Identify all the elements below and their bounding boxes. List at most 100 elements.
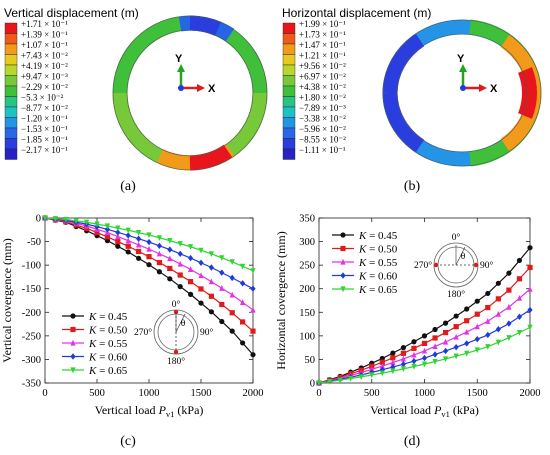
inset-label: θ xyxy=(181,319,186,329)
y-tick-label: -150 xyxy=(22,284,41,295)
data-point xyxy=(229,274,235,282)
legend-swatch-b xyxy=(282,64,296,76)
data-point xyxy=(73,218,79,225)
data-point xyxy=(219,301,225,308)
axis-label-x-b: X xyxy=(490,83,498,95)
data-point xyxy=(167,276,173,282)
legend-level-a: −8.77 × 10⁻² xyxy=(21,103,68,113)
x-tick-label: 1000 xyxy=(414,388,435,399)
legend-level-a: +4.19 × 10⁻² xyxy=(21,61,68,71)
data-point xyxy=(432,351,438,358)
data-point xyxy=(250,268,256,274)
data-point xyxy=(453,333,459,340)
inset-ring-diagram: 0° 90° 180° 270° θ xyxy=(414,232,494,300)
data-point xyxy=(84,219,90,226)
data-point xyxy=(115,243,121,249)
data-point xyxy=(390,363,396,371)
data-point xyxy=(453,313,459,319)
data-point xyxy=(369,366,375,372)
inset-label: 90° xyxy=(480,260,494,271)
data-point xyxy=(453,353,459,360)
data-point xyxy=(411,339,417,345)
legend-swatch-b xyxy=(282,43,296,55)
y-tick-label: 350 xyxy=(299,214,315,225)
data-point xyxy=(208,293,214,299)
color-legend-b: +1.99 × 10⁻¹+1.73 × 10⁻¹+1.47 × 10⁻¹+1.2… xyxy=(282,19,346,160)
data-point xyxy=(340,245,346,252)
data-point xyxy=(198,286,204,292)
data-point xyxy=(411,351,417,358)
y-tick-label: 0 xyxy=(310,379,315,390)
data-point xyxy=(198,272,204,279)
data-point xyxy=(240,340,246,346)
legend-level-a: +1.07 × 10⁻¹ xyxy=(21,40,68,50)
data-point xyxy=(63,216,69,223)
x-tick-label: 0 xyxy=(42,388,47,399)
data-point xyxy=(495,310,501,317)
legend-level-a: −2.29 × 10⁻² xyxy=(21,82,68,92)
axis-label-y-a: Y xyxy=(175,53,183,65)
legend-level-a: −2.17 × 10⁻¹ xyxy=(21,145,68,155)
legend-label: K = 0.45 xyxy=(88,311,128,323)
axis-triad-a: Y X xyxy=(175,53,216,95)
data-point xyxy=(250,328,256,334)
data-point xyxy=(411,345,417,351)
data-point xyxy=(516,313,523,320)
data-point xyxy=(167,255,173,262)
y-tick-label: -250 xyxy=(22,331,41,342)
data-point xyxy=(177,283,183,290)
y-tick-label: -300 xyxy=(22,355,41,366)
legend-level-b: −8.55 × 10⁻² xyxy=(299,135,346,145)
inset-label: 180° xyxy=(167,356,185,367)
data-point xyxy=(506,287,512,293)
legend-swatch-b xyxy=(282,138,296,150)
inset-ring-diagram: 0° 90° 180° 270° θ xyxy=(134,299,214,367)
data-point xyxy=(219,285,225,291)
data-point xyxy=(146,245,152,252)
data-point xyxy=(156,250,162,257)
legend-swatch-b xyxy=(282,148,296,160)
data-point xyxy=(421,340,428,346)
legend-swatch-b xyxy=(282,96,296,108)
data-point xyxy=(379,370,385,377)
legend-label: K = 0.65 xyxy=(88,365,128,377)
legend-level-a: +1.71 × 10⁻¹ xyxy=(21,19,68,29)
legend-label: K = 0.55 xyxy=(88,338,128,350)
data-point xyxy=(400,345,406,351)
data-point xyxy=(432,343,438,350)
legend-level-b: −7.89 × 10⁻³ xyxy=(299,103,346,113)
legend-title-a: Vertical displacement (m) xyxy=(4,6,139,20)
data-point xyxy=(146,238,152,246)
axis-label-y-b: Y xyxy=(457,53,465,65)
inset-label: 0° xyxy=(452,232,461,243)
legend-label: K = 0.55 xyxy=(358,257,398,269)
data-point xyxy=(411,363,417,370)
data-point xyxy=(421,361,428,368)
data-point xyxy=(146,232,152,239)
data-point xyxy=(125,243,131,249)
caption-b: (b) xyxy=(404,179,421,194)
y-tick-label: 0 xyxy=(36,214,41,225)
inset-point xyxy=(173,349,179,355)
legend-swatch-a xyxy=(4,127,18,139)
data-point xyxy=(495,296,501,302)
inset-angle-ray xyxy=(455,246,466,266)
ring-contour-a xyxy=(112,15,268,171)
data-point xyxy=(167,246,173,253)
data-point xyxy=(136,241,142,248)
data-point xyxy=(527,306,533,314)
data-point xyxy=(115,238,121,245)
data-point xyxy=(390,359,396,366)
data-point xyxy=(474,323,480,330)
data-point xyxy=(177,272,183,278)
legend-swatch-a xyxy=(4,64,18,76)
data-point xyxy=(495,280,501,286)
legend-swatch-b xyxy=(282,127,296,139)
data-point xyxy=(104,226,110,233)
data-point xyxy=(250,285,256,292)
legend-level-a: −1.85 × 10⁻¹ xyxy=(21,135,68,145)
data-point xyxy=(240,263,246,270)
legend-swatch-b xyxy=(282,117,296,129)
